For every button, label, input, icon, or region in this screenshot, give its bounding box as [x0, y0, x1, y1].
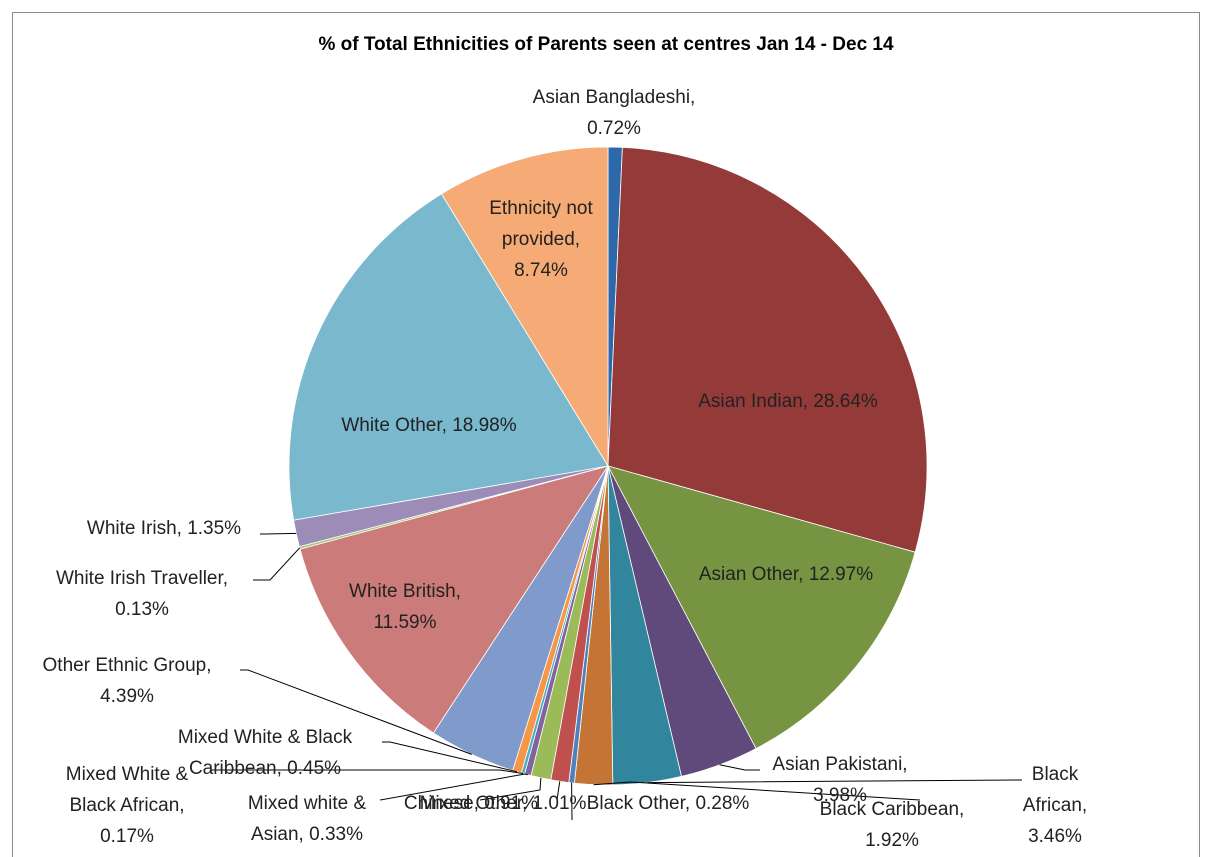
data-label-ethnicity-not-provided: Ethnicity not provided, 8.74%	[489, 198, 593, 281]
leader-line-mixed-white-and-asian	[379, 773, 528, 801]
data-label-chinese: Chinese, 0.91%	[404, 793, 538, 814]
leader-line-mixed-white-and-black-african	[210, 769, 524, 774]
leader-line-white-irish	[260, 532, 297, 535]
data-label-mixed-white-and-asian: Mixed white & Asian, 0.33%	[248, 793, 367, 845]
data-label-white-irish-traveller: White Irish Traveller, 0.13%	[56, 568, 228, 620]
data-label-black-caribbean: Black Caribbean, 1.92%	[820, 799, 965, 851]
leader-line-black-caribbean	[593, 781, 921, 801]
data-label-other-ethnic-group: Other Ethnic Group, 4.39%	[43, 655, 212, 707]
data-label-asian-bangladeshi: Asian Bangladeshi, 0.72%	[533, 87, 696, 139]
leader-line-asian-pakistani	[719, 764, 760, 771]
leader-line-mixed-other	[479, 777, 542, 801]
slice-asian-indian	[607, 146, 928, 553]
slice-ethnicity-not-provided	[440, 146, 609, 468]
data-label-mixed-white-and-black-caribbean: Mixed White & Black Caribbean, 0.45%	[178, 727, 353, 779]
slice-white-british	[299, 465, 609, 734]
data-label-white-british: White British, 11.59%	[349, 581, 461, 633]
data-label-white-irish: White Irish, 1.35%	[87, 518, 241, 539]
data-labels: Asian Bangladeshi, 0.72% Asian Indian, 28.…	[43, 87, 1088, 851]
data-label-mixed-white-and-black-african: Mixed White & Black African, 0.17%	[66, 764, 189, 847]
leader-line-mixed-white-and-black-caribbean	[382, 741, 518, 773]
leader-line-chinese	[556, 781, 561, 801]
chart-border	[12, 12, 1200, 857]
pie-slices	[288, 146, 928, 786]
data-label-white-other: White Other, 18.98%	[341, 415, 516, 436]
leader-line-other-ethnic-group	[240, 669, 472, 755]
leader-line-black-african	[647, 779, 1022, 784]
leader-line-white-irish-traveller	[253, 547, 301, 581]
leader-lines	[210, 532, 1022, 821]
chart-title: % of Total Ethnicities of Parents seen a…	[318, 34, 894, 55]
slice-asian-other	[607, 465, 916, 750]
data-label-black-other: Black Other, 0.28%	[587, 793, 750, 814]
slice-white-other	[288, 193, 609, 521]
data-label-asian-pakistani: Asian Pakistani, 3.98%	[772, 754, 907, 806]
data-label-black-african: Black African, 3.46%	[1023, 764, 1087, 847]
data-label-asian-indian: Asian Indian, 28.64%	[698, 391, 878, 412]
data-label-mixed-other: Mixed Other, 1.01%	[420, 793, 587, 814]
data-label-asian-other: Asian Other, 12.97%	[699, 564, 873, 585]
